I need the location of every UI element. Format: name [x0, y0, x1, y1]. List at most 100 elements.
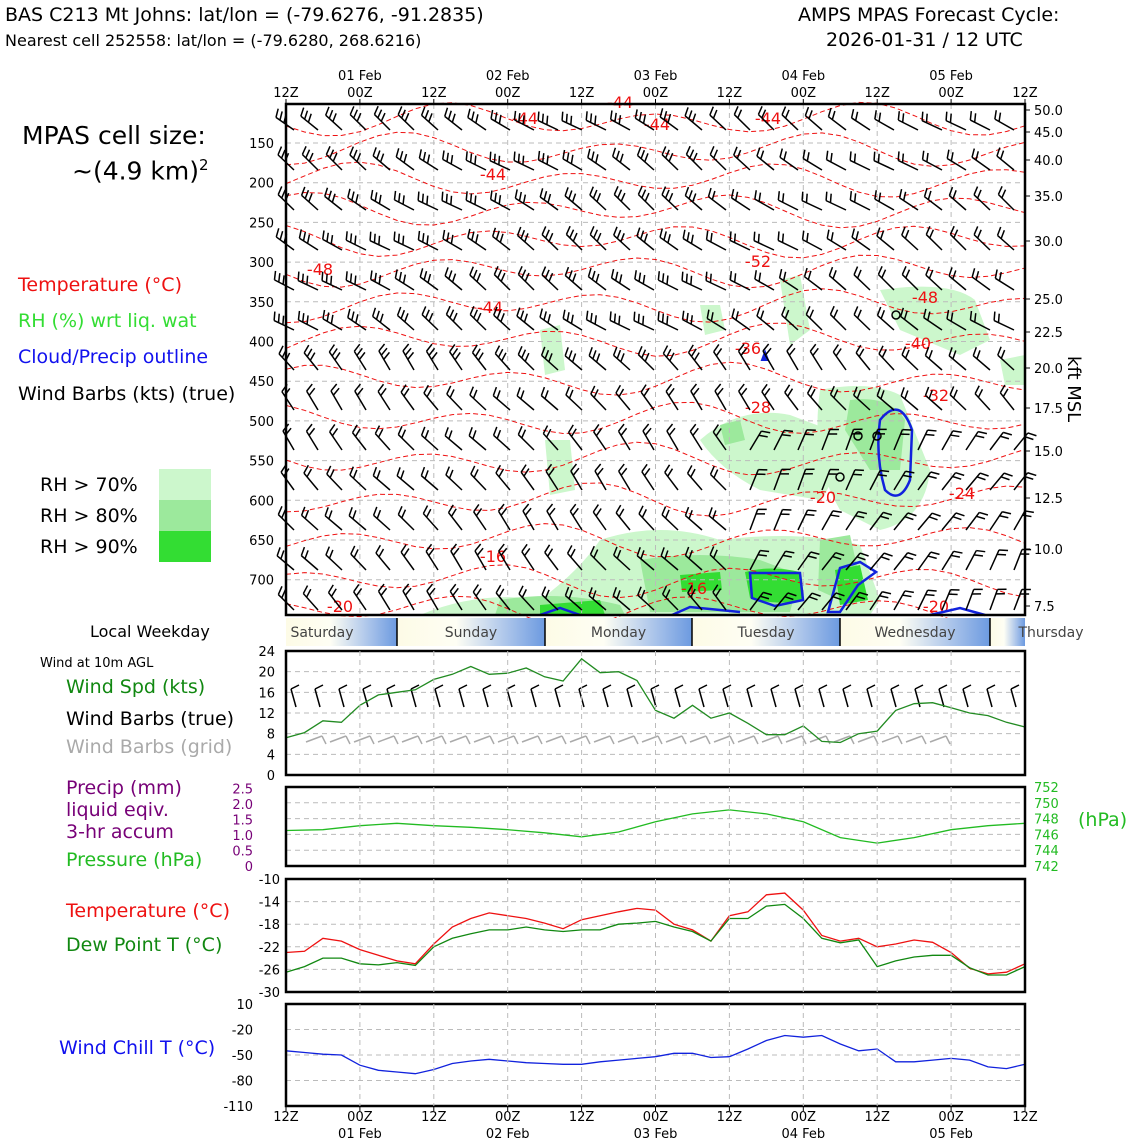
wind-barb	[351, 424, 367, 451]
grid-wind-barb	[329, 735, 351, 745]
wind-barb	[592, 504, 607, 531]
wind-barb	[518, 585, 535, 611]
wind-barb	[303, 344, 319, 371]
wind-barb	[869, 590, 892, 611]
top-date-label: 03 Feb	[634, 69, 678, 84]
wind-barb	[965, 588, 983, 611]
surface-wind-barb	[338, 684, 348, 708]
wind-barb	[442, 229, 463, 251]
grid-wind-barb	[353, 735, 375, 745]
wind-barb	[941, 430, 962, 451]
wind-barb	[347, 308, 367, 331]
wind-barb	[636, 547, 655, 571]
wind-barb	[589, 186, 607, 211]
wind-barb	[422, 505, 439, 531]
wind-barb	[997, 346, 1015, 371]
wind-barb	[712, 424, 727, 451]
wind-barb	[324, 187, 343, 211]
forecast-cycle: 2026-01-31 / 12 UTC	[826, 29, 1023, 51]
wind-barb	[564, 586, 583, 611]
wind-barb	[689, 423, 703, 451]
pressure-tick-400: 400	[249, 336, 274, 351]
wind-barb	[901, 266, 919, 291]
wind-barb	[924, 386, 943, 411]
wind-barb	[517, 346, 535, 371]
bottom-date-label: 05 Feb	[929, 1127, 973, 1140]
wind-barb	[973, 186, 991, 211]
cloud-outline	[826, 560, 879, 614]
wind-barb	[566, 545, 583, 571]
grid-wind-barb	[641, 735, 663, 745]
wind-barb	[754, 190, 775, 211]
wind-barb	[589, 226, 607, 251]
wind-barb	[565, 386, 583, 411]
pressure-tick-450: 450	[249, 375, 274, 390]
temperature-contour-label: -20	[810, 488, 836, 507]
cell-size-value: ~(4.9 km)2	[72, 156, 209, 186]
wind-barb	[377, 583, 391, 611]
cloud-outline	[929, 606, 986, 617]
wind-barb	[369, 231, 391, 251]
wind-barb	[876, 227, 895, 251]
wind-barb	[749, 508, 767, 531]
wind-barb	[495, 584, 511, 611]
wind-barb	[297, 310, 319, 331]
rh-shade-3	[880, 286, 990, 355]
wind-barb	[396, 467, 415, 491]
top-time-tick: 00Z	[791, 86, 817, 101]
wind-barb	[773, 429, 794, 451]
wind-barb	[280, 464, 295, 491]
wind-barb	[467, 228, 487, 251]
kft-tick-25.0: 25.0	[1034, 293, 1063, 308]
wind-barb	[516, 226, 535, 251]
wind-barb	[804, 106, 823, 131]
wind-barb	[845, 428, 863, 451]
wind-barb	[300, 506, 319, 531]
wind-barb	[634, 270, 655, 291]
temperature-contour-label: -44	[512, 109, 538, 128]
wind-barb	[615, 504, 631, 531]
wind-barb	[617, 423, 631, 451]
wind-barb	[347, 188, 367, 211]
legend-wind-spd: Wind Spd (kts)	[66, 676, 206, 698]
wind-barb	[893, 470, 915, 491]
wind-barb	[821, 592, 845, 611]
wind-barb	[514, 189, 535, 211]
wind-barb	[298, 229, 319, 251]
wind-barb	[516, 387, 535, 411]
temperature-contour-label: -44	[755, 109, 781, 128]
wind-barb	[749, 468, 768, 491]
surface-wind-barb	[578, 684, 588, 708]
wind-barb	[417, 230, 439, 251]
wind-barb	[945, 111, 967, 131]
surface-wind-barb	[458, 684, 468, 708]
wind-barb	[350, 545, 367, 571]
temperature-contour-label: -48	[307, 260, 333, 279]
surface-wind-barb	[386, 684, 396, 708]
wind-barb	[664, 464, 679, 491]
top-time-tick: 00Z	[938, 86, 964, 101]
wind-barb	[378, 343, 391, 371]
pressure-tick-350: 350	[249, 296, 274, 311]
wind-barb	[613, 226, 631, 251]
bottom-time-tick: 12Z	[1012, 1110, 1038, 1125]
top-date-label: 05 Feb	[929, 69, 973, 84]
wind-barb	[893, 552, 917, 571]
wind-barb	[773, 592, 797, 611]
wind-barb	[877, 265, 895, 291]
series-line-dew-point-t-c-	[285, 903, 1026, 976]
precip-tick: 0	[245, 860, 253, 875]
rh-shade-5	[540, 325, 565, 375]
temperature-contour-label: -24	[949, 484, 975, 503]
wind-barb	[779, 148, 799, 171]
wind-barb	[425, 343, 439, 371]
grid-wind-barb	[401, 735, 423, 745]
wind-barb	[832, 344, 847, 371]
surface-wind-barb	[770, 684, 780, 708]
wind-barb	[873, 151, 895, 171]
wind-barb	[609, 110, 631, 131]
wind-barb	[349, 466, 367, 491]
wind-barb	[874, 110, 895, 131]
wind-barb	[469, 386, 487, 411]
wind-barb	[325, 145, 343, 171]
